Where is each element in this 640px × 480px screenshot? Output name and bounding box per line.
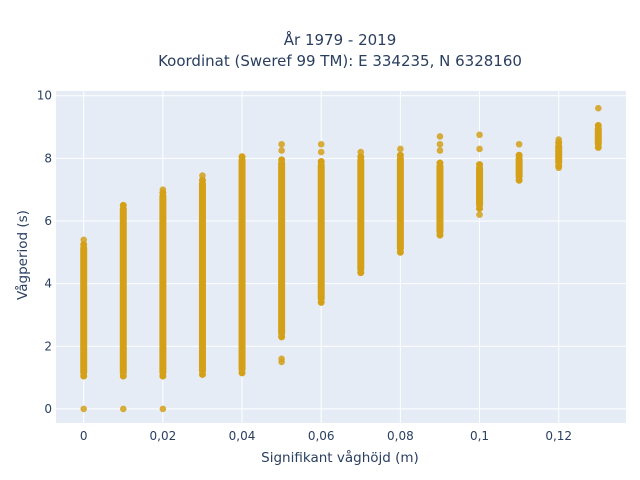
data-point-band xyxy=(594,125,602,148)
data-point xyxy=(436,147,444,154)
y-axis-label: Vågperiod (s) xyxy=(14,210,31,300)
data-point-band xyxy=(476,164,484,209)
x-tick-label: 0,04 xyxy=(229,429,256,443)
chart-title-line2: Koordinat (Sweref 99 TM): E 334235, N 63… xyxy=(158,52,522,70)
x-tick-label: 0 xyxy=(80,429,88,443)
x-axis-label: Signifikant våghöjd (m) xyxy=(261,449,419,466)
data-point xyxy=(594,104,602,112)
y-tick-label: 10 xyxy=(37,89,52,103)
data-point xyxy=(357,153,365,161)
data-point xyxy=(238,153,246,161)
data-point xyxy=(278,333,286,341)
data-point-band xyxy=(198,180,206,375)
data-point-band xyxy=(159,192,167,377)
y-tick-label: 4 xyxy=(44,277,52,291)
data-point xyxy=(436,133,444,140)
y-tick-labels: 0 2 4 6 8 10 xyxy=(37,89,52,416)
data-point-band xyxy=(396,155,404,253)
data-point xyxy=(476,145,483,153)
data-point xyxy=(594,143,602,151)
data-point xyxy=(436,159,444,167)
data-point xyxy=(159,372,167,380)
x-tick-label: 0,02 xyxy=(150,429,177,443)
data-point xyxy=(317,298,325,306)
data-point xyxy=(476,131,483,139)
data-point xyxy=(278,355,285,363)
data-point xyxy=(80,372,88,380)
data-point-band xyxy=(278,159,286,337)
data-point xyxy=(198,176,206,184)
data-point xyxy=(119,201,127,209)
data-point xyxy=(278,147,285,154)
data-point xyxy=(80,405,88,413)
plot-background xyxy=(56,91,626,423)
data-point-band xyxy=(80,244,88,377)
y-tick-label: 6 xyxy=(44,214,52,228)
data-point xyxy=(396,151,404,159)
data-point xyxy=(476,211,483,219)
data-point xyxy=(199,172,206,179)
y-tick-label: 0 xyxy=(44,402,52,416)
data-point xyxy=(317,157,325,165)
data-point xyxy=(396,248,404,256)
data-point xyxy=(238,369,246,377)
data-point-band xyxy=(119,205,127,377)
data-point-band xyxy=(238,156,246,373)
data-point xyxy=(555,136,563,143)
data-point xyxy=(476,161,484,169)
data-point xyxy=(119,372,127,380)
data-point xyxy=(80,236,88,244)
x-tick-label: 0,06 xyxy=(308,429,335,443)
data-point xyxy=(159,186,167,193)
data-point xyxy=(80,240,88,248)
y-tick-label: 2 xyxy=(44,339,52,353)
data-points xyxy=(80,104,602,413)
data-point xyxy=(278,140,285,148)
x-tick-label: 0,12 xyxy=(545,429,572,443)
data-point xyxy=(198,370,206,378)
data-point-band xyxy=(555,142,563,167)
chart-title-line1: År 1979 - 2019 xyxy=(284,30,397,49)
data-point xyxy=(159,405,167,413)
x-tick-label: 0,08 xyxy=(387,429,414,443)
data-point xyxy=(594,121,602,129)
x-tick-labels: 0 0,02 0,04 0,06 0,08 0,1 0,12 xyxy=(80,429,572,443)
data-point-band xyxy=(436,163,444,236)
x-tick-label: 0,1 xyxy=(470,429,489,443)
data-point xyxy=(397,145,404,153)
data-point xyxy=(476,204,484,212)
data-point xyxy=(317,148,325,156)
data-point xyxy=(357,148,365,156)
data-point xyxy=(436,231,444,239)
data-point xyxy=(317,140,325,148)
data-point-band xyxy=(515,155,523,181)
data-point-band xyxy=(357,156,365,273)
data-point xyxy=(357,269,365,277)
data-point-band xyxy=(317,161,325,303)
data-point xyxy=(278,156,286,164)
data-point xyxy=(515,140,523,148)
data-point xyxy=(119,405,127,413)
y-tick-label: 8 xyxy=(44,151,52,165)
data-point xyxy=(515,176,523,184)
data-point xyxy=(436,140,444,148)
data-point xyxy=(555,164,563,172)
data-point xyxy=(515,151,523,159)
